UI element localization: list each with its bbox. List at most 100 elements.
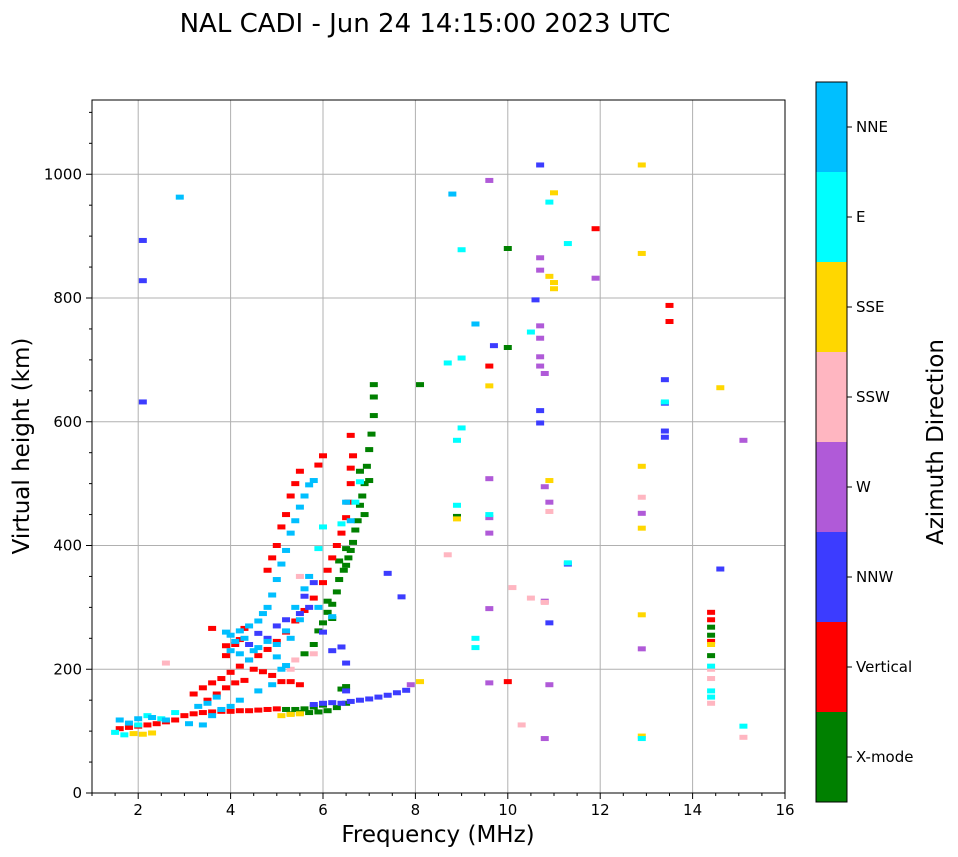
echo-point-ssw xyxy=(526,595,535,601)
x-tick-label: 6 xyxy=(318,801,328,819)
echo-point-w xyxy=(545,682,554,688)
echo-point-vertical xyxy=(249,666,258,672)
echo-point-vertical xyxy=(328,555,337,561)
echo-point-x-mode xyxy=(365,478,374,484)
echo-point-e xyxy=(457,247,466,253)
echo-point-e xyxy=(563,560,572,566)
echo-point-e xyxy=(171,710,180,716)
echo-point-vertical xyxy=(263,646,272,652)
echo-point-w xyxy=(406,682,415,688)
echo-point-nne xyxy=(226,703,235,709)
echo-point-nne xyxy=(235,697,244,703)
echo-point-vertical xyxy=(212,691,221,697)
echo-point-vertical xyxy=(295,468,304,474)
echo-point-vertical xyxy=(272,706,281,712)
echo-point-sse xyxy=(637,162,646,168)
echo-point-nnw xyxy=(305,604,314,610)
echo-point-x-mode xyxy=(300,706,309,712)
echo-point-x-mode xyxy=(342,700,351,706)
echo-point-sse xyxy=(148,730,157,736)
echo-point-nnw xyxy=(272,623,281,629)
echo-point-w xyxy=(536,335,545,341)
echo-point-nnw xyxy=(319,629,327,635)
echo-point-e xyxy=(443,360,452,366)
echo-point-x-mode xyxy=(339,567,348,573)
echo-point-vertical xyxy=(485,363,494,369)
echo-point-sse xyxy=(550,280,558,286)
colorbar-label-vertical: Vertical xyxy=(856,658,912,676)
echo-point-e xyxy=(485,512,494,518)
echo-point-x-mode xyxy=(282,706,291,712)
echo-point-nne xyxy=(272,642,281,647)
echo-point-x-mode xyxy=(367,431,376,437)
echo-point-vertical xyxy=(198,710,207,716)
echo-point-w xyxy=(637,510,646,516)
echo-point-nne xyxy=(328,614,337,620)
echo-point-nne xyxy=(277,666,286,672)
echo-point-nne xyxy=(309,478,318,484)
echo-point-x-mode xyxy=(314,628,323,634)
x-tick-label: 4 xyxy=(226,801,236,819)
echo-point-ssw xyxy=(637,494,646,500)
colorbar-label-nnw: NNW xyxy=(856,568,893,586)
echo-point-w xyxy=(739,437,748,443)
echo-point-vertical xyxy=(221,685,230,691)
echo-point-nne xyxy=(277,561,286,567)
echo-point-e xyxy=(337,521,346,527)
echo-point-vertical xyxy=(277,524,286,530)
echo-point-vertical xyxy=(591,226,600,232)
echo-point-ssw xyxy=(309,651,318,657)
echo-point-nne xyxy=(268,682,277,688)
echo-point-w xyxy=(536,354,545,360)
echo-point-nnw xyxy=(138,399,147,405)
echo-point-vertical xyxy=(295,682,304,688)
echo-point-x-mode xyxy=(355,502,364,508)
echo-point-vertical xyxy=(245,708,254,714)
echo-point-nne xyxy=(295,617,304,623)
echo-point-nnw xyxy=(138,237,147,243)
echo-point-nne xyxy=(282,663,291,669)
echo-point-nnw xyxy=(328,700,337,706)
echo-point-nne xyxy=(161,717,170,723)
echo-point-w xyxy=(540,736,549,742)
echo-point-w xyxy=(485,680,494,686)
echo-point-nne xyxy=(175,194,184,200)
echo-point-nnw xyxy=(295,611,304,617)
echo-point-vertical xyxy=(208,709,217,715)
echo-point-ssw xyxy=(707,700,716,706)
echo-point-nnw xyxy=(545,620,554,626)
echo-point-vertical xyxy=(268,555,277,561)
echo-point-e xyxy=(452,437,461,443)
echo-point-vertical xyxy=(337,530,346,536)
echo-point-x-mode xyxy=(319,620,327,626)
echo-point-nne xyxy=(212,694,221,700)
echo-point-e xyxy=(739,723,748,729)
echo-point-ssw xyxy=(540,599,549,605)
echo-point-sse xyxy=(637,250,646,256)
echo-point-nnw xyxy=(716,566,725,572)
x-tick-label: 2 xyxy=(133,801,143,819)
echo-point-x-mode xyxy=(503,345,512,350)
echo-point-ssw xyxy=(286,666,295,672)
echo-point-sse xyxy=(485,383,494,389)
echo-point-x-mode xyxy=(300,651,309,657)
echo-point-vertical xyxy=(203,697,212,703)
echo-point-nnw xyxy=(374,694,383,700)
echo-point-e xyxy=(157,716,166,722)
echo-point-ssw xyxy=(161,660,170,666)
colorbar-label-nne: NNE xyxy=(856,118,888,136)
plot-area xyxy=(92,100,785,793)
echo-point-nne xyxy=(314,604,323,610)
echo-point-ssw xyxy=(739,734,748,740)
echo-point-x-mode xyxy=(314,709,323,715)
echo-point-nnw xyxy=(346,698,355,704)
echo-point-x-mode xyxy=(353,518,362,524)
echo-point-nne xyxy=(245,657,254,663)
echo-point-w xyxy=(545,499,554,505)
echo-point-e xyxy=(355,479,364,485)
echo-point-nne xyxy=(115,717,124,723)
echo-point-x-mode xyxy=(323,598,332,604)
echo-point-nne xyxy=(263,604,272,610)
echo-point-x-mode xyxy=(332,705,341,711)
chart-title: NAL CADI - Jun 24 14:15:00 2023 UTC xyxy=(180,9,671,39)
